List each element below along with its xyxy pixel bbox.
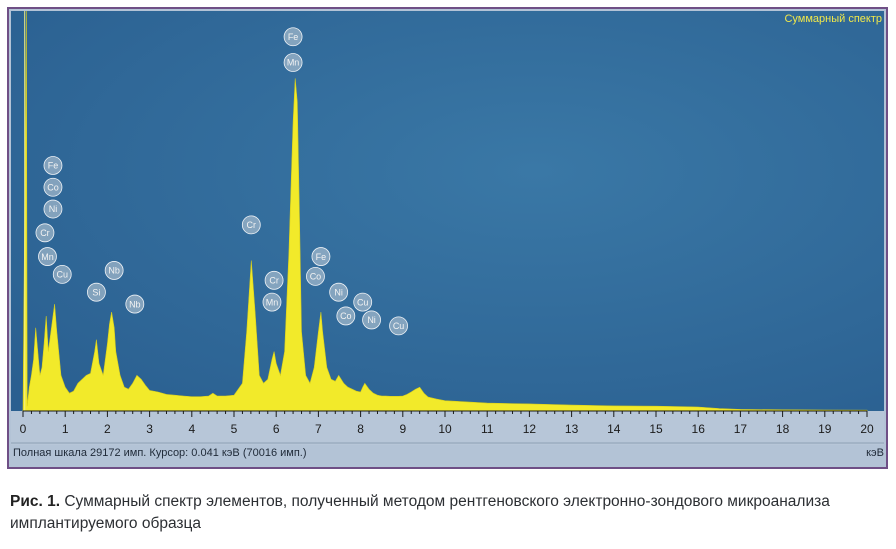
svg-text:Si: Si	[92, 287, 100, 297]
peak-label-si: Si	[87, 282, 106, 302]
spectrum-title: Суммарный спектр	[784, 13, 882, 25]
peak-label-nb: Nb	[104, 261, 124, 280]
x-tick-label: 13	[565, 422, 579, 436]
peak-label-fe: Fe	[311, 247, 331, 266]
svg-text:Mn: Mn	[41, 252, 54, 262]
x-tick-label: 4	[188, 422, 195, 436]
svg-text:Nb: Nb	[108, 266, 120, 276]
x-tick-label: 12	[523, 422, 537, 436]
figure-caption: Рис. 1. Суммарный спектр элементов, полу…	[10, 491, 888, 535]
x-tick-label: 2	[104, 422, 111, 436]
peak-label-cu: Cu	[389, 316, 408, 336]
spectrum-chart: FeCoNiCrMnCuSiNbNbCrCrMnFeMnFeCoNiCoCuNi…	[11, 10, 884, 445]
x-tick-label: 7	[315, 422, 322, 436]
caption-label: Рис. 1.	[10, 493, 61, 510]
x-tick-label: 10	[438, 422, 452, 436]
svg-text:Cr: Cr	[40, 228, 50, 238]
x-tick-label: 18	[776, 422, 790, 436]
svg-text:Co: Co	[310, 272, 322, 282]
svg-text:Cr: Cr	[247, 220, 257, 230]
svg-text:Cu: Cu	[357, 297, 369, 307]
svg-text:Co: Co	[340, 311, 352, 321]
x-tick-label: 8	[357, 422, 364, 436]
x-tick-label: 9	[399, 422, 406, 436]
x-tick-label: 14	[607, 422, 621, 436]
x-tick-label: 1	[62, 422, 69, 436]
svg-text:Co: Co	[47, 182, 59, 192]
x-tick-label: 0	[20, 422, 27, 436]
svg-text:Cu: Cu	[56, 270, 68, 280]
x-tick-label: 20	[860, 422, 874, 436]
svg-text:Nb: Nb	[129, 299, 141, 309]
peak-label-fe: Fe	[283, 27, 303, 47]
status-full-scale: Полная шкала 29172 имп. Курсор: 0.041 кэ…	[13, 447, 307, 459]
peak-label-mn: Mn	[283, 53, 303, 72]
svg-text:Mn: Mn	[287, 58, 300, 68]
x-tick-label: 17	[734, 422, 748, 436]
peak-label-co: Co	[306, 266, 325, 286]
x-tick-label: 19	[818, 422, 832, 436]
svg-text:Fe: Fe	[288, 32, 299, 42]
peak-label-cu: Cu	[353, 292, 373, 312]
svg-text:Cu: Cu	[393, 321, 405, 331]
peak-label-ni: Ni	[329, 282, 349, 302]
x-tick-label: 11	[481, 422, 494, 436]
spectrum-series	[22, 10, 868, 412]
svg-text:Fe: Fe	[316, 252, 327, 262]
peak-label-co: Co	[43, 177, 63, 197]
status-unit: кэВ	[866, 447, 884, 459]
peak-label-cu: Cu	[52, 264, 72, 284]
x-tick-label: 3	[146, 422, 153, 436]
svg-text:Ni: Ni	[367, 315, 376, 325]
peak-label-fe: Fe	[43, 156, 63, 175]
x-tick-label: 5	[231, 422, 238, 436]
axis-bar	[11, 411, 884, 445]
x-tick-label: 6	[273, 422, 280, 436]
peak-label-cr: Cr	[241, 215, 261, 235]
svg-text:Ni: Ni	[334, 287, 343, 297]
peak-label-ni: Ni	[43, 199, 63, 219]
svg-text:Cr: Cr	[269, 276, 279, 286]
x-tick-label: 16	[692, 422, 706, 436]
peak-label-cr: Cr	[35, 223, 55, 243]
peak-label-mn: Mn	[38, 247, 57, 266]
svg-text:Mn: Mn	[266, 297, 279, 307]
peak-label-ni: Ni	[362, 310, 381, 330]
peak-label-co: Co	[336, 306, 356, 326]
peak-label-mn: Mn	[262, 292, 282, 312]
svg-text:Fe: Fe	[48, 161, 59, 171]
x-tick-label: 15	[649, 422, 663, 436]
peak-label-nb: Nb	[125, 294, 145, 314]
caption-text: Суммарный спектр элементов, полученный м…	[10, 493, 830, 532]
peak-label-cr: Cr	[264, 270, 284, 290]
plot-background	[11, 11, 884, 411]
svg-text:Ni: Ni	[49, 204, 58, 214]
